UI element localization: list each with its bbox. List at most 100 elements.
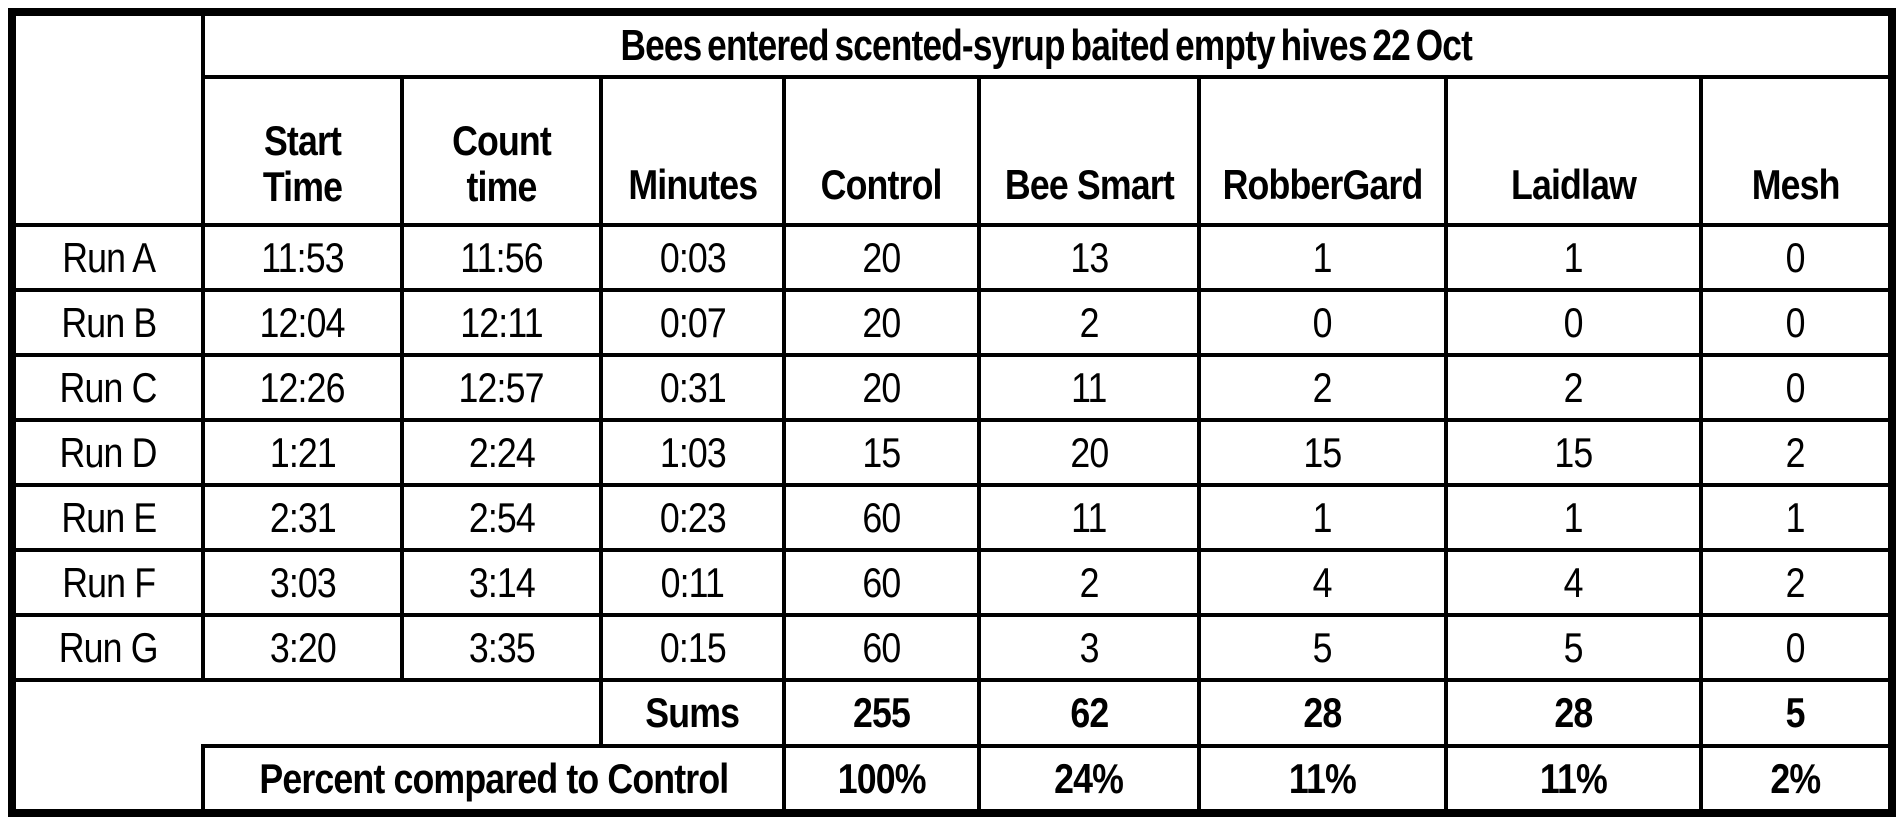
cell-text: 0 xyxy=(1786,363,1806,411)
cell-text: 60 xyxy=(862,623,901,671)
cell-control: 60 xyxy=(782,483,981,552)
header-laidlaw: Laidlaw xyxy=(1444,75,1703,227)
cell-robber-gard: 1 xyxy=(1197,483,1448,552)
cell-text: 20 xyxy=(862,233,901,281)
cell-run-label: Run B xyxy=(10,288,205,357)
cell-minutes: 1:03 xyxy=(599,418,786,487)
cell-laidlaw: 1 xyxy=(1444,483,1703,552)
sums-row: Sums 255 62 28 28 5 xyxy=(10,678,1895,748)
cell-control: 20 xyxy=(782,223,981,292)
cell-text: 2 xyxy=(1079,558,1099,606)
table-row-run-g: Run G 3:20 3:35 0:15 60 3 5 5 0 xyxy=(10,613,1895,682)
cell-control: 60 xyxy=(782,613,981,682)
cell-text: 1 xyxy=(1563,233,1584,281)
table-row-run-b: Run B 12:04 12:11 0:07 20 2 0 0 0 xyxy=(10,288,1895,357)
header-text: Control xyxy=(821,161,943,208)
cell-text: 15 xyxy=(1303,428,1342,476)
cell-text: 3 xyxy=(1079,623,1099,671)
header-text: Minutes xyxy=(628,161,758,208)
sums-robber-gard: 28 xyxy=(1197,678,1448,748)
table-title-text: Bees entered scented-syrup baited empty … xyxy=(620,20,1473,70)
header-text: time xyxy=(466,162,537,210)
cell-text: 0 xyxy=(1786,233,1806,281)
cell-text: 0 xyxy=(1786,623,1806,671)
cell-text: 62 xyxy=(1069,689,1109,736)
cell-text: 11:56 xyxy=(460,233,543,281)
sums-empty-cell xyxy=(10,678,601,746)
percent-control: 100% xyxy=(782,744,981,815)
percent-label-cell: Percent compared to Control xyxy=(201,744,786,815)
header-mesh: Mesh xyxy=(1698,75,1895,227)
cell-text: 2:54 xyxy=(468,493,535,541)
cell-text: 1 xyxy=(1563,493,1584,541)
title-row: Bees entered scented-syrup baited empty … xyxy=(10,10,1895,227)
percent-bee-smart: 24% xyxy=(977,744,1201,815)
cell-text: 2 xyxy=(1312,363,1333,411)
cell-text: 2 xyxy=(1563,363,1584,411)
cell-text: Run D xyxy=(60,428,158,476)
cell-text: 15 xyxy=(862,428,901,476)
cell-text: Run A xyxy=(61,233,156,281)
cell-text: 24% xyxy=(1054,754,1125,802)
cell-text: 100% xyxy=(837,754,927,802)
cell-text: 3:35 xyxy=(468,623,535,671)
sums-bee-smart: 62 xyxy=(977,678,1201,748)
cell-text: Run B xyxy=(61,298,157,346)
cell-text: 0:23 xyxy=(659,493,726,541)
cell-bee-smart: 2 xyxy=(977,548,1201,617)
table-row-run-f: Run F 3:03 3:14 0:11 60 2 4 4 2 xyxy=(10,548,1895,617)
percent-row: Percent compared to Control 100% 24% 11%… xyxy=(10,744,1895,815)
cell-text: 3:20 xyxy=(269,623,336,671)
header-start-time-lines: Start Time xyxy=(207,118,398,209)
cell-text: 15 xyxy=(1554,428,1593,476)
cell-text: Run G xyxy=(59,623,159,671)
cell-text: 2:31 xyxy=(269,493,336,541)
cell-laidlaw: 15 xyxy=(1444,418,1703,487)
sums-label-cell: Sums xyxy=(599,678,786,748)
sums-label: Sums xyxy=(645,689,741,736)
cell-mesh: 0 xyxy=(1698,353,1895,422)
cell-text: 11% xyxy=(1289,754,1357,802)
cell-text: 60 xyxy=(862,558,901,606)
cell-start-time: 12:26 xyxy=(201,353,404,422)
header-text: RobberGard xyxy=(1222,161,1424,208)
cell-mesh: 2 xyxy=(1698,418,1895,487)
cell-laidlaw: 5 xyxy=(1444,613,1703,682)
table-row-run-e: Run E 2:31 2:54 0:23 60 11 1 1 1 xyxy=(10,483,1895,552)
cell-text: 3:03 xyxy=(269,558,336,606)
cell-start-time: 3:20 xyxy=(201,613,404,682)
cell-text: 11:53 xyxy=(261,233,344,281)
percent-empty-cell xyxy=(10,746,203,815)
cell-robber-gard: 2 xyxy=(1197,353,1448,422)
cell-start-time: 11:53 xyxy=(201,223,404,292)
cell-text: 2:24 xyxy=(468,428,535,476)
cell-text: 0:03 xyxy=(659,233,726,281)
cell-text: 0 xyxy=(1312,298,1333,346)
cell-run-label: Run A xyxy=(10,223,205,292)
cell-bee-smart: 2 xyxy=(977,288,1201,357)
cell-text: 12:26 xyxy=(259,363,346,411)
sums-control: 255 xyxy=(782,678,981,748)
cell-text: 1:21 xyxy=(269,428,336,476)
cell-text: Run F xyxy=(62,558,156,606)
table-title: Bees entered scented-syrup baited empty … xyxy=(200,10,1895,79)
sums-laidlaw: 28 xyxy=(1444,678,1703,748)
percent-mesh: 2% xyxy=(1698,744,1895,815)
cell-laidlaw: 4 xyxy=(1444,548,1703,617)
cell-minutes: 0:23 xyxy=(599,483,786,552)
cell-text: 11 xyxy=(1071,363,1107,411)
cell-text: Run E xyxy=(61,493,157,541)
cell-text: 5 xyxy=(1786,689,1806,736)
table-row-run-a: Run A 11:53 11:56 0:03 20 13 1 1 0 xyxy=(10,223,1895,292)
cell-start-time: 1:21 xyxy=(201,418,404,487)
cell-text: 0:07 xyxy=(659,298,726,346)
percent-laidlaw: 11% xyxy=(1444,744,1703,815)
cell-text: 2% xyxy=(1770,754,1822,802)
cell-robber-gard: 15 xyxy=(1197,418,1448,487)
cell-text: 1 xyxy=(1312,233,1333,281)
cell-text: 12:11 xyxy=(460,298,543,346)
cell-text: 1:03 xyxy=(659,428,726,476)
cell-minutes: 0:03 xyxy=(599,223,786,292)
cell-text: 1 xyxy=(1312,493,1333,541)
cell-laidlaw: 0 xyxy=(1444,288,1703,357)
